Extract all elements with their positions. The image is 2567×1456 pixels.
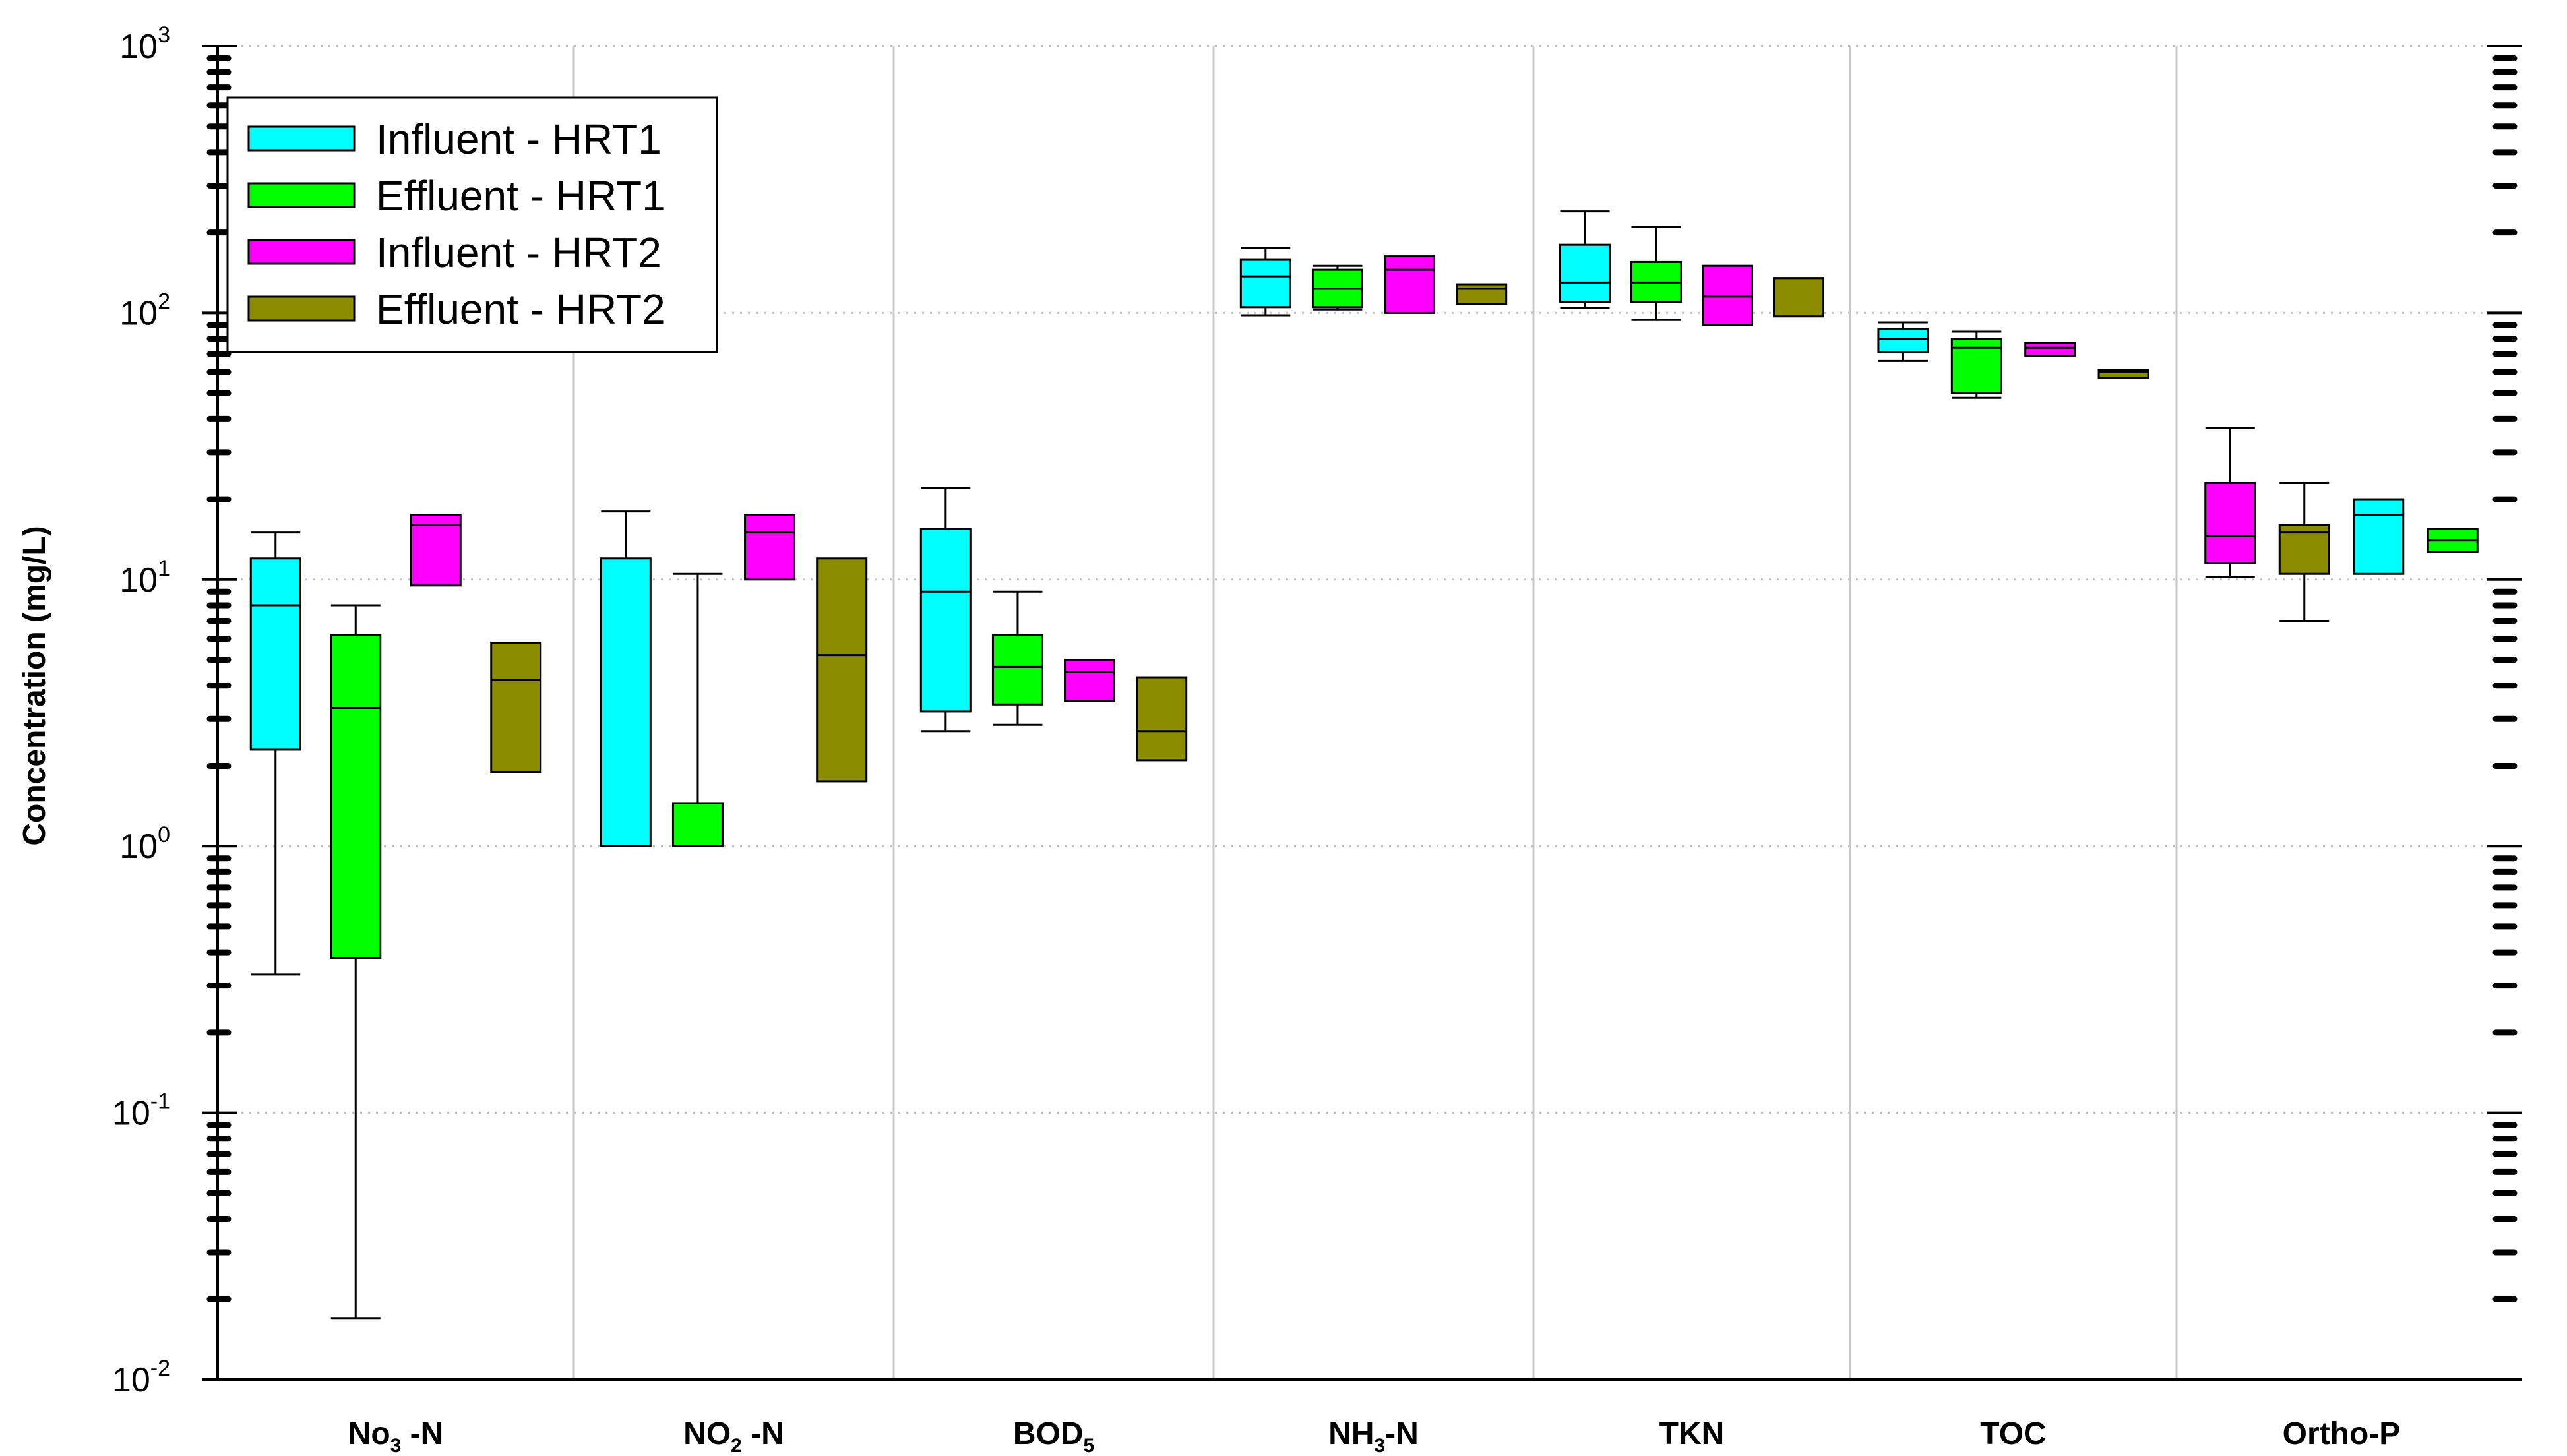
box-plot-group [816, 557, 868, 783]
box-plot-group [490, 641, 542, 773]
box-iqr [991, 634, 1043, 706]
box-plot-group [2097, 369, 2149, 379]
y-tick-label: 103 [119, 22, 170, 66]
box-plot-group [600, 510, 652, 847]
box-iqr [410, 514, 462, 587]
y-tick-label: 101 [119, 556, 170, 599]
box-plot-group [1630, 226, 1682, 321]
box-plot-group [2278, 482, 2330, 622]
legend-swatch [247, 239, 356, 265]
legend: Influent - HRT1 Effluent - HRT1 Influent -… [226, 96, 718, 353]
box-plot-group [991, 590, 1043, 726]
x-category-label: TKN [1659, 1416, 1725, 1451]
box-plot-group [1311, 264, 1363, 311]
box-plot-group [1136, 676, 1188, 762]
box-iqr [1456, 283, 1508, 305]
box-iqr [744, 514, 796, 581]
box-iqr [2024, 342, 2076, 357]
x-category-label: NO2 -N [683, 1416, 784, 1456]
legend-swatch [247, 295, 356, 322]
box-plot-group [1702, 264, 1753, 326]
box-iqr [2353, 498, 2405, 575]
box-iqr [919, 528, 972, 713]
box-plot-group [249, 531, 301, 976]
box-plot-group [1877, 321, 1929, 362]
box-layer [249, 210, 2479, 1320]
y-tick-label: 102 [119, 289, 170, 332]
label-layer: 10-2 10-1 100 101 102 103 No3 -N NO2 -N BOD5 NH3-… [112, 22, 2400, 1456]
box-plot-group [1064, 659, 1116, 702]
legend-label: Effluent - HRT1 [376, 172, 665, 220]
box-iqr [1136, 676, 1188, 762]
box-iqr [1384, 255, 1436, 314]
box-iqr [600, 557, 652, 847]
x-category-label: NH3-N [1328, 1416, 1419, 1456]
box-iqr [1239, 258, 1291, 309]
axis-layer [202, 45, 2522, 1381]
legend-swatch [247, 182, 356, 208]
box-plot-group [330, 604, 382, 1320]
box-iqr [2204, 482, 2256, 564]
box-plot-group [671, 572, 724, 847]
legend-label: Effluent - HRT2 [376, 286, 665, 333]
box-iqr [671, 802, 724, 847]
box-plot-group [1456, 283, 1508, 305]
y-axis-title: Concentration (mg/L) [17, 526, 52, 845]
box-plot-group [744, 514, 796, 581]
x-category-label: No3 -N [348, 1416, 444, 1456]
legend-swatch [247, 125, 356, 152]
box-iqr [1559, 243, 1611, 303]
y-tick-label: 10-2 [112, 1356, 170, 1399]
box-plot-group [2353, 498, 2405, 575]
box-iqr [1064, 659, 1116, 702]
x-category-label: TOC [1980, 1416, 2046, 1451]
box-iqr [330, 634, 382, 959]
legend-label: Influent - HRT2 [376, 229, 662, 276]
box-iqr [1877, 328, 1929, 354]
box-plot-group [1559, 210, 1611, 310]
box-iqr [249, 557, 301, 751]
box-plot-group [2204, 427, 2256, 578]
y-tick-label: 100 [119, 822, 170, 866]
box-iqr [816, 557, 868, 783]
box-plot-group [2427, 528, 2479, 553]
box-plot-group [410, 514, 462, 587]
box-plot-group [1773, 277, 1824, 318]
box-plot-group [919, 487, 972, 733]
y-tick-label: 10-1 [112, 1089, 170, 1133]
box-plot-group [1384, 255, 1436, 314]
box-iqr [490, 641, 542, 773]
box-plot-group [1239, 247, 1291, 317]
box-iqr [2097, 369, 2149, 379]
x-category-label: Ortho-P [2283, 1416, 2401, 1451]
legend-label: Influent - HRT1 [376, 115, 662, 163]
box-plot-group [2024, 342, 2076, 357]
box-iqr [1702, 264, 1753, 326]
box-plot-group [1950, 330, 2002, 399]
box-iqr [1773, 277, 1824, 318]
x-category-label: BOD5 [1013, 1416, 1094, 1456]
